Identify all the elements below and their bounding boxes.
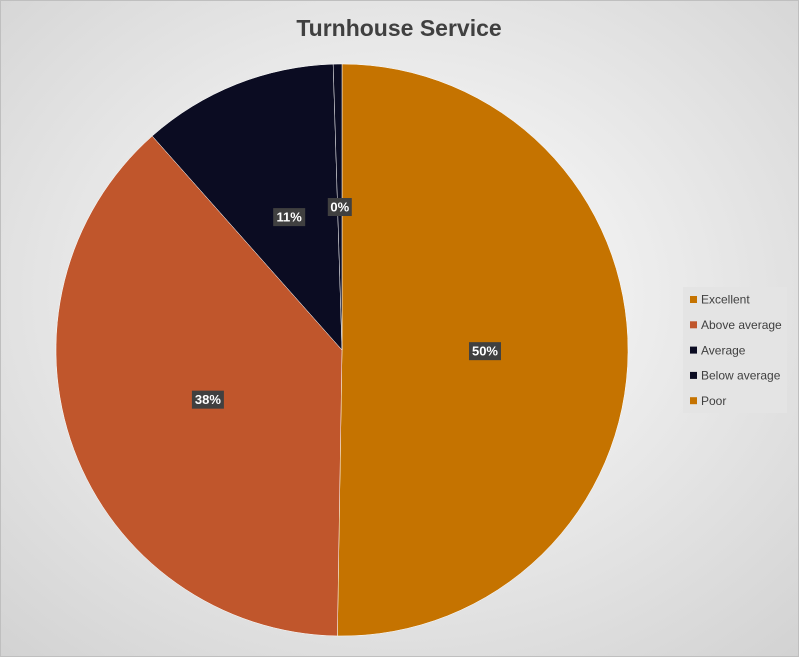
legend-label: Below average xyxy=(701,369,781,383)
data-label-box xyxy=(468,342,501,361)
data-label: 11% xyxy=(277,210,303,225)
legend-swatch xyxy=(690,321,697,329)
legend-label: Excellent xyxy=(701,293,750,307)
data-label: 0% xyxy=(330,199,349,214)
legend-swatch xyxy=(690,371,697,379)
data-label-box xyxy=(191,390,224,409)
data-label-box xyxy=(273,208,306,227)
pie-slice xyxy=(151,63,343,351)
legend-label: Poor xyxy=(701,394,726,408)
legend-label: Above average xyxy=(701,318,782,332)
legend xyxy=(683,287,787,413)
pie-slice xyxy=(55,135,343,637)
chart-title: Turnhouse Service xyxy=(296,15,501,41)
data-label: 38% xyxy=(195,392,221,407)
data-label: 50% xyxy=(472,344,498,359)
legend-label: Average xyxy=(701,343,746,357)
legend-swatch xyxy=(690,296,697,303)
legend-swatch xyxy=(690,346,697,354)
legend-swatch xyxy=(690,397,697,405)
data-label-box xyxy=(327,198,352,217)
